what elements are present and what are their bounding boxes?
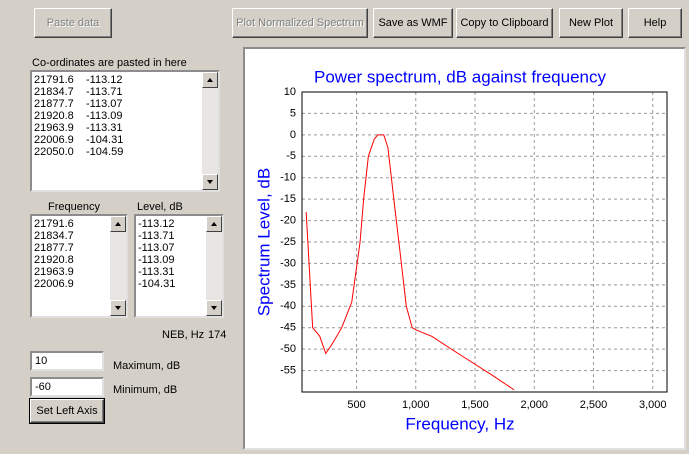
copy-clipboard-button[interactable]: Copy to Clipboard	[456, 8, 553, 38]
scroll-up-button[interactable]	[206, 216, 222, 232]
plot-frame	[301, 91, 668, 393]
arrow-up	[207, 78, 213, 82]
help-button[interactable]: Help	[628, 8, 682, 38]
maximum-label: Maximum, dB	[113, 360, 181, 372]
frequency-text: 22050.0	[34, 146, 74, 158]
scrollbar[interactable]	[110, 216, 126, 316]
frequency-label: Frequency	[48, 201, 100, 213]
neb-value: 174	[208, 329, 227, 341]
scroll-down-button[interactable]	[206, 300, 222, 316]
level-text: -104.59	[86, 146, 124, 158]
y-axis-label: Spectrum Level, dB	[254, 168, 273, 316]
level-text: -113.31	[86, 122, 123, 134]
y-tick-label: -30	[280, 257, 296, 269]
y-tick-label: -40	[280, 300, 296, 312]
scrollbar[interactable]	[202, 72, 218, 190]
x-tick-label: 3,000	[639, 399, 667, 411]
minimum-input[interactable]: -60	[30, 377, 104, 397]
coordinate-row: 22050.0 -104.59	[34, 146, 123, 158]
list-item: 21877.7	[34, 242, 74, 254]
y-tick-label: -55	[280, 364, 296, 376]
level-text: -113.09	[86, 110, 123, 122]
list-content: -113.12 -113.71 -113.07 -113.09 -113.31 -104.…	[138, 218, 175, 290]
paste-data-button[interactable]: Paste data	[34, 8, 112, 38]
coordinate-row: 21791.6 -113.12	[34, 74, 123, 86]
level-text: -113.07	[86, 98, 123, 110]
maximum-input[interactable]: 10	[30, 351, 104, 371]
y-tick-label: -5	[286, 150, 296, 162]
coordinate-row: 21834.7 -113.71	[34, 86, 123, 98]
scrollbar[interactable]	[206, 216, 222, 316]
coordinate-row: 21877.7 -113.07	[34, 98, 123, 110]
x-tick-label: 1,500	[461, 399, 489, 411]
list-item: 21920.8	[34, 254, 74, 266]
frequency-text: 21963.9	[34, 122, 74, 134]
arrow-up	[115, 222, 121, 226]
x-tick-label: 2,000	[521, 399, 549, 411]
scroll-down-button[interactable]	[110, 300, 126, 316]
scroll-up-button[interactable]	[110, 216, 126, 232]
arrow-down	[207, 180, 213, 184]
y-tick-label: -35	[280, 279, 296, 291]
y-tick-label: 10	[284, 86, 296, 98]
list-item: 21834.7	[34, 230, 74, 242]
set-left-axis-button[interactable]: Set Left Axis	[29, 398, 105, 424]
scroll-up-button[interactable]	[202, 72, 218, 88]
y-tick-label: -50	[280, 343, 296, 355]
frequency-text: 21877.7	[34, 98, 74, 110]
coordinates-textarea[interactable]: 21791.6 -113.12 21834.7 -113.71 21877.7 -113.…	[30, 70, 220, 192]
arrow-up	[211, 222, 217, 226]
frequency-list[interactable]: 21791.6 21834.7 21877.7 21920.8 21963.9 22006…	[30, 214, 128, 318]
level-text: -113.71	[86, 86, 123, 98]
x-tick-label: 1,000	[402, 399, 430, 411]
coordinate-row: 21920.8 -113.09	[34, 110, 123, 122]
coordinate-row: 22006.9 -104.31	[34, 134, 123, 146]
new-plot-button[interactable]: New Plot	[559, 8, 623, 38]
level-text: -113.12	[86, 74, 123, 86]
arrow-down	[115, 306, 121, 310]
plot-normalized-button[interactable]: Plot Normalized Spectrum	[232, 8, 368, 38]
x-axis-label: Frequency, Hz	[405, 414, 514, 433]
scroll-down-button[interactable]	[202, 174, 218, 190]
minimum-label: Minimum, dB	[113, 384, 178, 396]
list-item: -113.09	[138, 254, 175, 266]
level-label: Level, dB	[137, 201, 183, 213]
list-item: 21791.6	[34, 218, 74, 230]
list-item: 22006.9	[34, 278, 74, 290]
frequency-text: 21920.8	[34, 110, 74, 122]
text-content: 21791.6 -113.12 21834.7 -113.71 21877.7 -113.…	[34, 74, 123, 158]
list-item: -113.71	[138, 230, 175, 242]
list-item: -113.12	[138, 218, 175, 230]
frequency-text: 22006.9	[34, 134, 74, 146]
coordinates-label: Co-ordinates are pasted in here	[32, 57, 187, 69]
y-tick-label: 5	[290, 107, 296, 119]
frequency-text: 21791.6	[34, 74, 74, 86]
arrow-down	[211, 306, 217, 310]
chart-panel: Power spectrum, dB against frequency Fre…	[243, 47, 686, 450]
y-tick-label: -45	[280, 322, 296, 334]
spectrum-line	[305, 134, 515, 391]
level-text: -104.31	[86, 134, 124, 146]
coordinate-row: 21963.9 -113.31	[34, 122, 123, 134]
y-tick-label: -20	[280, 214, 296, 226]
y-tick-label: 0	[290, 129, 296, 141]
list-content: 21791.6 21834.7 21877.7 21920.8 21963.9 22006…	[34, 218, 74, 290]
y-tick-label: -15	[280, 193, 296, 205]
y-tick-label: -10	[280, 172, 296, 184]
x-tick-label: 2,500	[580, 399, 608, 411]
save-wmf-button[interactable]: Save as WMF	[373, 8, 453, 38]
y-tick-label: -25	[280, 236, 296, 248]
x-tick-label: 500	[347, 399, 365, 411]
level-list[interactable]: -113.12 -113.71 -113.07 -113.09 -113.31 -104.…	[134, 214, 224, 318]
list-item: -113.07	[138, 242, 175, 254]
chart-title: Power spectrum, dB against frequency	[314, 67, 606, 86]
list-item: -113.31	[138, 266, 175, 278]
list-item: 21963.9	[34, 266, 74, 278]
frequency-text: 21834.7	[34, 86, 74, 98]
list-item: -104.31	[138, 278, 176, 290]
chart: Power spectrum, dB against frequency Fre…	[254, 67, 668, 433]
neb-label: NEB, Hz	[162, 329, 205, 341]
